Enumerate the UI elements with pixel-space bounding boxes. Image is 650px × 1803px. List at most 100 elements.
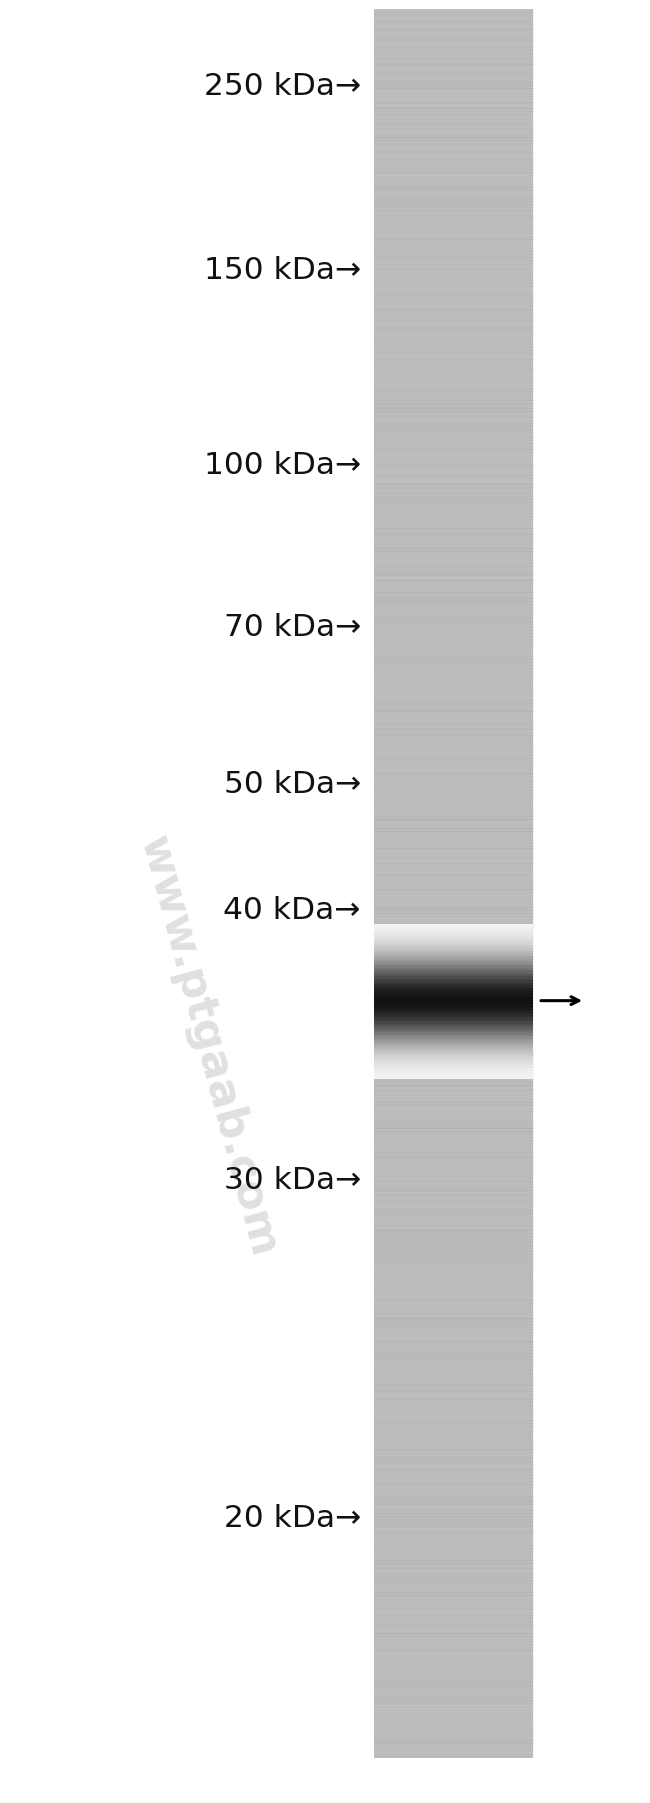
Bar <box>374 959 533 963</box>
Bar <box>374 993 533 997</box>
Bar <box>374 929 533 930</box>
Bar <box>374 993 533 995</box>
Bar <box>374 1028 533 1031</box>
Bar <box>374 1075 533 1078</box>
Bar <box>374 1057 533 1060</box>
Bar <box>374 1011 533 1015</box>
Bar <box>374 983 533 986</box>
Bar <box>374 1035 533 1039</box>
Bar <box>374 1055 533 1057</box>
Bar <box>374 972 533 975</box>
Bar <box>374 970 533 974</box>
Bar <box>374 990 533 993</box>
Bar <box>374 1053 533 1057</box>
Bar <box>374 9 533 1758</box>
Bar <box>374 929 533 932</box>
Text: 30 kDa→: 30 kDa→ <box>224 1167 361 1195</box>
Bar <box>374 968 533 972</box>
Bar <box>374 956 533 959</box>
Bar <box>374 1020 533 1024</box>
Bar <box>374 943 533 947</box>
Bar <box>374 975 533 979</box>
Bar <box>374 1030 533 1033</box>
Bar <box>374 1071 533 1075</box>
Bar <box>374 966 533 970</box>
Bar <box>374 963 533 966</box>
Bar <box>374 965 533 966</box>
Bar <box>374 972 533 974</box>
Bar <box>374 1017 533 1020</box>
Bar <box>374 954 533 957</box>
Bar <box>374 1046 533 1048</box>
Text: www.ptgaab.com: www.ptgaab.com <box>131 831 285 1260</box>
Bar <box>374 984 533 988</box>
Bar <box>374 1073 533 1075</box>
Bar <box>374 959 533 961</box>
Bar <box>374 1058 533 1062</box>
Bar <box>374 1004 533 1008</box>
Bar <box>374 981 533 984</box>
Bar <box>374 952 533 956</box>
Bar <box>374 934 533 936</box>
Bar <box>374 939 533 943</box>
Bar <box>374 950 533 954</box>
Bar <box>374 1031 533 1035</box>
Bar <box>374 1008 533 1010</box>
Bar <box>374 1022 533 1026</box>
Bar <box>374 1019 533 1022</box>
Bar <box>374 947 533 948</box>
Bar <box>374 995 533 999</box>
Bar <box>374 936 533 939</box>
Bar <box>374 1037 533 1040</box>
Bar <box>374 1002 533 1004</box>
Bar <box>374 938 533 941</box>
Bar <box>374 930 533 934</box>
Bar <box>374 1069 533 1073</box>
Bar <box>374 979 533 983</box>
Bar <box>374 1001 533 1004</box>
Bar <box>374 945 533 948</box>
Bar <box>374 1026 533 1030</box>
Bar <box>374 961 533 965</box>
Bar <box>374 968 533 970</box>
Text: 50 kDa→: 50 kDa→ <box>224 770 361 799</box>
Text: 100 kDa→: 100 kDa→ <box>203 451 361 480</box>
Bar <box>374 1062 533 1066</box>
Bar <box>374 1064 533 1066</box>
Bar <box>374 999 533 1001</box>
Bar <box>374 1033 533 1035</box>
Text: 70 kDa→: 70 kDa→ <box>224 613 361 642</box>
Bar <box>374 925 533 927</box>
Bar <box>374 1044 533 1048</box>
Bar <box>374 1010 533 1013</box>
Bar <box>374 1046 533 1049</box>
Bar <box>374 1020 533 1022</box>
Text: 40 kDa→: 40 kDa→ <box>224 896 361 925</box>
Bar <box>374 1048 533 1051</box>
Bar <box>374 932 533 936</box>
Bar <box>374 934 533 938</box>
Bar <box>374 1006 533 1010</box>
Bar <box>374 1076 533 1078</box>
Bar <box>374 1060 533 1064</box>
Bar <box>374 1049 533 1053</box>
Bar <box>374 1066 533 1069</box>
Bar <box>374 981 533 983</box>
Text: 250 kDa→: 250 kDa→ <box>203 72 361 101</box>
Bar <box>374 1024 533 1028</box>
Bar <box>374 941 533 945</box>
Bar <box>374 1058 533 1060</box>
Bar <box>374 1051 533 1053</box>
Bar <box>374 1039 533 1042</box>
Bar <box>374 974 533 977</box>
Bar <box>374 938 533 939</box>
Text: 150 kDa→: 150 kDa→ <box>203 256 361 285</box>
Bar <box>374 997 533 1001</box>
Bar <box>374 950 533 952</box>
Bar <box>374 999 533 1002</box>
Bar <box>374 948 533 952</box>
Bar <box>374 1002 533 1006</box>
Bar <box>374 1008 533 1011</box>
Bar <box>374 1055 533 1058</box>
Bar <box>374 1024 533 1026</box>
